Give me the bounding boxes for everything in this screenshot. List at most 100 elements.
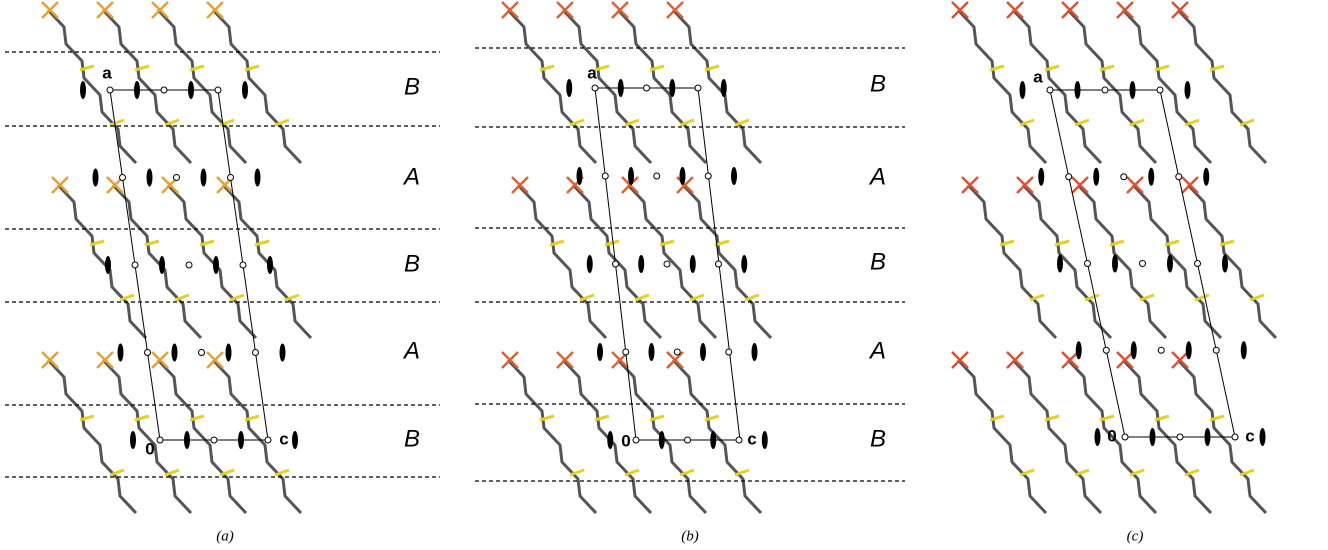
molecule-head (1062, 352, 1078, 368)
inversion-center (695, 85, 701, 91)
inversion-center (1140, 261, 1146, 267)
inversion-center (1066, 174, 1072, 180)
molecule-head (1172, 2, 1188, 18)
molecule-chain (48, 360, 136, 513)
twofold-axis (80, 81, 86, 99)
twofold-axis (628, 167, 634, 185)
twofold-axis (1150, 428, 1156, 446)
twofold-axis (130, 431, 136, 449)
twofold-axis (1186, 341, 1192, 359)
twofold-axis (680, 167, 686, 185)
inversion-center (174, 175, 180, 181)
twofold-axis (638, 255, 644, 273)
molecule-chain (48, 10, 136, 163)
molecule-head (42, 352, 58, 368)
twofold-axis (618, 79, 624, 97)
molecule-head (1172, 352, 1188, 368)
cell-axis-label: a (587, 63, 597, 82)
twofold-axis (1205, 428, 1211, 446)
molecule-head (97, 352, 113, 368)
inversion-center (1176, 174, 1182, 180)
inversion-center (161, 87, 167, 93)
twofold-axis (280, 344, 286, 362)
molecule-chain (1188, 185, 1276, 338)
twofold-axis (134, 81, 140, 99)
molecule-chain (1078, 185, 1166, 338)
twofold-axis (700, 343, 706, 361)
molecule-chain (158, 10, 246, 163)
layer-label: B (870, 425, 886, 452)
inversion-center (674, 349, 680, 355)
molecule-chain (958, 10, 1046, 163)
twofold-axis (1075, 81, 1081, 99)
molecule-head (502, 352, 518, 368)
cell-axis-label: a (102, 63, 112, 82)
molecule-chain (683, 185, 771, 338)
molecule-chain (1013, 360, 1101, 513)
inversion-center (253, 350, 259, 356)
twofold-axis (659, 431, 665, 449)
inversion-center (654, 173, 660, 179)
molecule-head (1117, 2, 1133, 18)
molecule-chain (223, 185, 311, 338)
twofold-axis (1020, 81, 1026, 99)
twofold-axis (1148, 168, 1154, 186)
molecule-head (667, 2, 683, 18)
twofold-axis (1203, 168, 1209, 186)
panel-caption: (a) (216, 528, 234, 544)
molecule-chain (1068, 10, 1156, 163)
layer-label: A (402, 163, 420, 190)
twofold-axis (213, 256, 219, 274)
inversion-center (1103, 347, 1109, 353)
inversion-center (1213, 347, 1219, 353)
twofold-axis (741, 255, 747, 273)
molecule-chain (508, 10, 596, 163)
inversion-center (1047, 87, 1053, 93)
molecule-chain (103, 10, 191, 163)
molecule-head (502, 2, 518, 18)
inversion-center (120, 175, 126, 181)
inversion-center (664, 261, 670, 267)
inversion-center (1157, 87, 1163, 93)
layer-label: B (404, 250, 420, 277)
twofold-axis (752, 343, 758, 361)
twofold-axis (188, 81, 194, 99)
inversion-center (145, 350, 151, 356)
twofold-axis (649, 343, 655, 361)
twofold-axis (597, 343, 603, 361)
inversion-center (592, 85, 598, 91)
molecule-head (512, 177, 528, 193)
inversion-center (736, 437, 742, 443)
twofold-axis (1185, 81, 1191, 99)
layer-label: A (868, 163, 886, 190)
molecule-chain (518, 185, 606, 338)
molecule-chain (563, 10, 651, 163)
twofold-axis (267, 256, 273, 274)
molecule-chain (58, 185, 146, 338)
twofold-axis (1076, 341, 1082, 359)
cell-axis-label: 0 (145, 439, 154, 458)
twofold-axis (762, 431, 768, 449)
cell-axis-label: c (747, 429, 756, 448)
inversion-center (644, 85, 650, 91)
cell-axis-label: c (1245, 426, 1254, 445)
figure: BABABa0c(a)BABABa0c(b)a0c(c) (0, 0, 1328, 550)
cell-axis-label: a (1033, 67, 1043, 86)
inversion-center (1085, 261, 1091, 267)
molecule-head (1117, 352, 1133, 368)
inversion-center (716, 261, 722, 267)
molecule-head (207, 2, 223, 18)
molecule-chain (1133, 185, 1221, 338)
molecule-chain (958, 360, 1046, 513)
twofold-axis (1112, 255, 1118, 273)
molecule-chain (508, 360, 596, 513)
panel-caption: (c) (1127, 528, 1144, 544)
inversion-center (240, 262, 246, 268)
molecule-head (152, 2, 168, 18)
molecule-head (1017, 177, 1033, 193)
inversion-center (623, 349, 629, 355)
cell-axis-label: 0 (1107, 426, 1116, 445)
twofold-axis (238, 431, 244, 449)
molecule-head (1072, 177, 1088, 193)
